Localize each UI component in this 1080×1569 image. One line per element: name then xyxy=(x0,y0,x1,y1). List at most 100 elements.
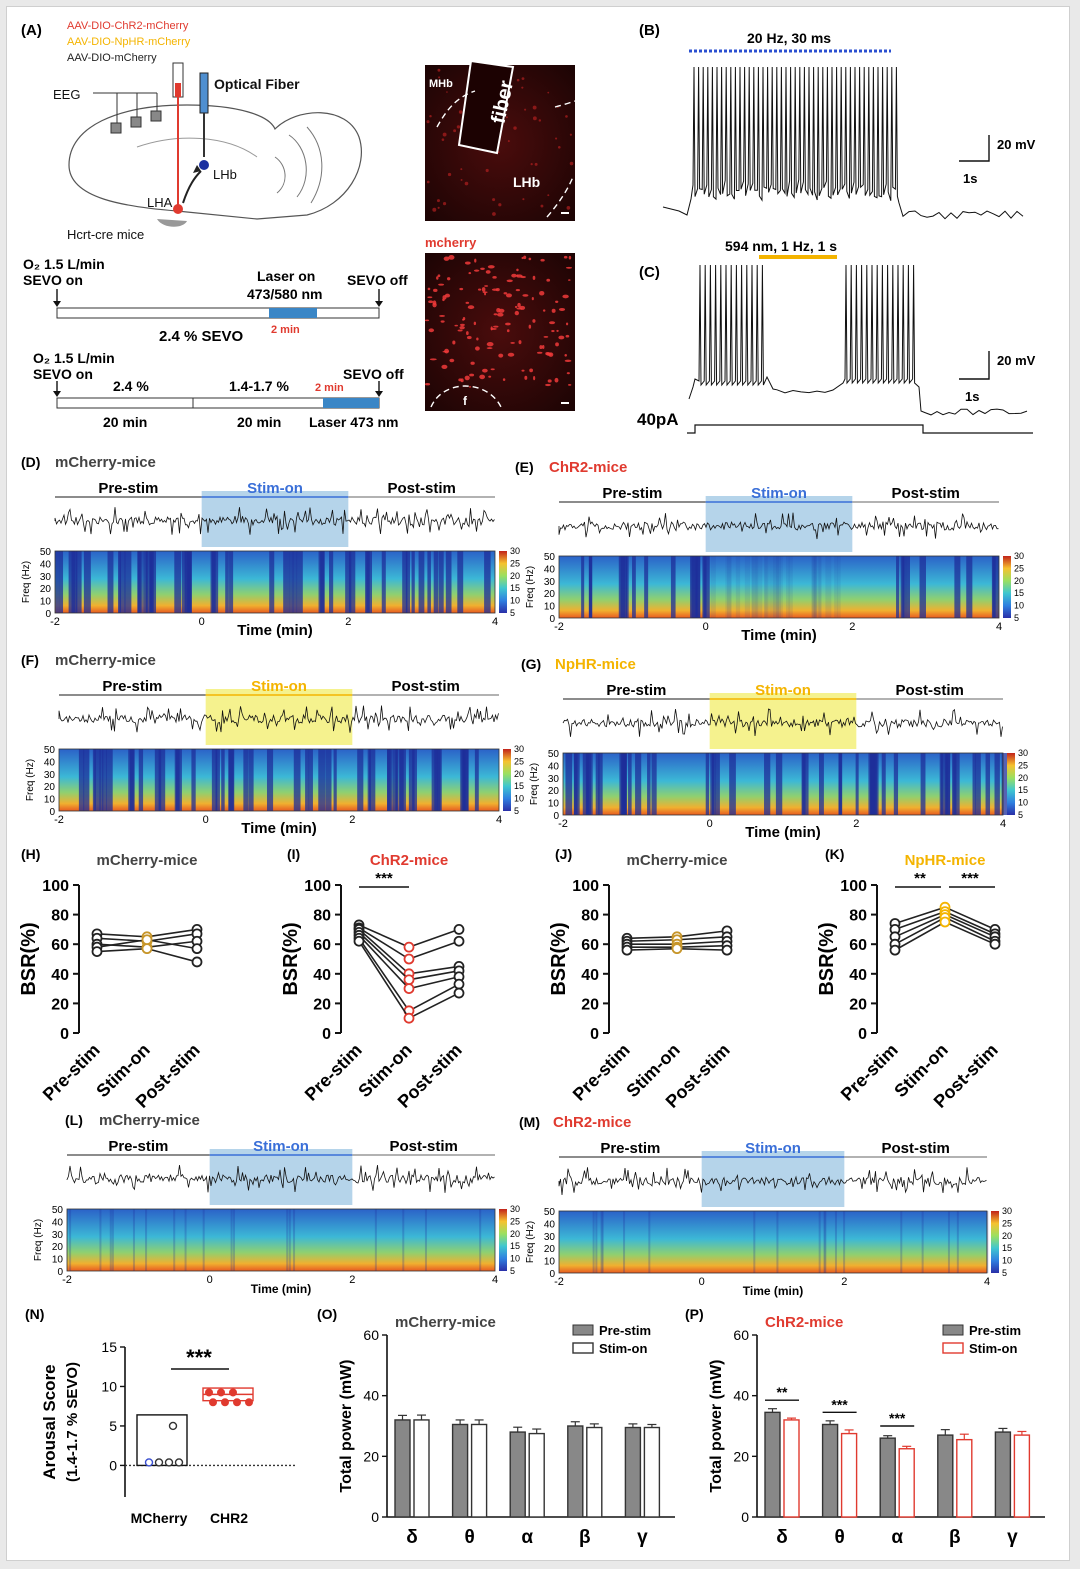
y-tick: 30 xyxy=(544,577,556,588)
suppression-band xyxy=(433,551,439,613)
suppression-band xyxy=(735,556,741,618)
mcherry-cell xyxy=(484,292,487,296)
suppression-band xyxy=(966,556,973,618)
suppression-band xyxy=(305,749,310,811)
y-axis-label: Freq (Hz) xyxy=(21,561,32,603)
chart-title: mCherry-mice xyxy=(97,852,198,869)
x-tick: 4 xyxy=(492,616,498,628)
panel-label-c: (C) xyxy=(639,264,660,281)
suppression-band xyxy=(431,749,435,811)
legend-swatch xyxy=(572,1324,594,1336)
colorbar-tick: 10 xyxy=(1014,601,1024,611)
x-tick: -2 xyxy=(62,1274,72,1286)
x-tick-label: CHR2 xyxy=(210,1510,248,1526)
suppression-band xyxy=(402,1209,405,1271)
x-tick: 2 xyxy=(849,621,855,633)
legend-label: Stim-on xyxy=(969,1341,1017,1356)
suppression-band xyxy=(329,551,334,613)
suppression-band xyxy=(107,551,114,613)
arrow-head-icon xyxy=(53,301,61,307)
tissue-speck xyxy=(460,168,463,171)
x-tick: 4 xyxy=(496,814,502,826)
y-tick-label: 100 xyxy=(572,878,599,895)
suppression-band xyxy=(776,1211,779,1273)
x-axis-label: Time (min) xyxy=(743,1284,803,1298)
data-point xyxy=(621,944,633,956)
suppression-band xyxy=(474,749,479,811)
tissue-speck xyxy=(438,76,441,79)
stim-on-label: Stim-on xyxy=(247,480,303,497)
y-tick-label: 0 xyxy=(858,1026,867,1043)
suppression-band xyxy=(710,753,715,815)
y-tick-label: 40 xyxy=(733,1388,749,1404)
data-point xyxy=(989,938,1001,950)
y-axis-label: Freq (Hz) xyxy=(525,1221,536,1263)
mcherry-cell xyxy=(462,318,465,321)
suppression-band xyxy=(296,551,303,613)
colorbar-tick: 20 xyxy=(1002,1231,1012,1241)
x-axis-label: Time (min) xyxy=(741,627,817,644)
eeg-panels: (D) mCherry-mice Pre-stim Stim-on Post-stim 0… xyxy=(21,454,1028,1298)
colorbar-tick: 15 xyxy=(510,1241,520,1251)
colorbar-tick: 5 xyxy=(1014,613,1019,623)
mcherry-cell xyxy=(504,322,511,326)
mcherry-cell xyxy=(424,319,430,322)
suppression-band xyxy=(811,556,817,618)
mcherry-cell xyxy=(488,375,492,378)
mcherry-title: mcherry xyxy=(425,235,477,250)
suppression-band xyxy=(600,1211,603,1273)
post-stim-label: Post-stim xyxy=(387,480,455,497)
chart-title: ChR2-mice xyxy=(765,1314,843,1331)
suppression-band xyxy=(78,749,85,811)
data-point xyxy=(144,1458,154,1467)
spectrogram-frame xyxy=(54,550,496,614)
eeg-panel: (L) mCherry-mice Pre-stim Stim-on Post-stim 0… xyxy=(33,1112,520,1296)
suppression-band xyxy=(325,749,332,811)
y-axis-label: Freq (Hz) xyxy=(525,566,536,608)
y-tick: 50 xyxy=(544,1207,556,1218)
y-tick-label: 5 xyxy=(109,1418,117,1434)
colorbar-tick: 25 xyxy=(514,756,524,766)
projection-arrow xyxy=(182,170,202,204)
suppression-band xyxy=(837,556,841,618)
data-point xyxy=(191,956,203,968)
y-tick: 20 xyxy=(44,782,56,793)
bar xyxy=(394,1419,411,1518)
y-tick: 30 xyxy=(548,774,560,785)
x-tick-label: β xyxy=(949,1527,961,1548)
eeg-electrodes xyxy=(93,92,162,134)
data-point xyxy=(353,935,365,947)
y-tick-label: 0 xyxy=(590,1026,599,1043)
mcherry-cell xyxy=(449,358,455,363)
stim-on-label: Stim-on xyxy=(745,1140,801,1157)
mcherry-cell xyxy=(475,346,480,351)
y-tick-label: 20 xyxy=(581,996,599,1013)
panel-c: (C) 594 nm, 1 Hz, 1 s 20 mV 1s 40pA xyxy=(637,238,1036,434)
suppression-band xyxy=(644,556,649,618)
data-point xyxy=(403,974,415,986)
mcherry-cell xyxy=(564,353,567,357)
suppression-band xyxy=(592,1211,595,1273)
y-tick: 20 xyxy=(548,786,560,797)
suppression-band xyxy=(99,749,104,811)
y-tick-label: 60 xyxy=(313,937,331,954)
mcherry-cell xyxy=(565,334,570,338)
arrow-head-icon xyxy=(53,391,61,397)
mcherry-cell xyxy=(532,275,536,280)
panel-label: (F) xyxy=(21,652,39,668)
mcherry-cell xyxy=(568,255,572,260)
suppression-band xyxy=(786,556,790,618)
y-tick-label: 80 xyxy=(849,908,867,925)
mcherry-cell xyxy=(518,340,522,345)
tissue-speck xyxy=(538,119,542,122)
bar xyxy=(586,1426,603,1518)
suppression-band xyxy=(953,753,960,815)
x-tick: 4 xyxy=(996,621,1002,633)
panel-title: mCherry-mice xyxy=(55,652,156,669)
mcherry-cell xyxy=(528,324,532,329)
suppression-band xyxy=(75,551,82,613)
suppression-band xyxy=(230,1209,233,1271)
mcherry-cell xyxy=(514,310,519,316)
suppression-band xyxy=(211,551,219,613)
mcherry-cell xyxy=(480,267,485,270)
